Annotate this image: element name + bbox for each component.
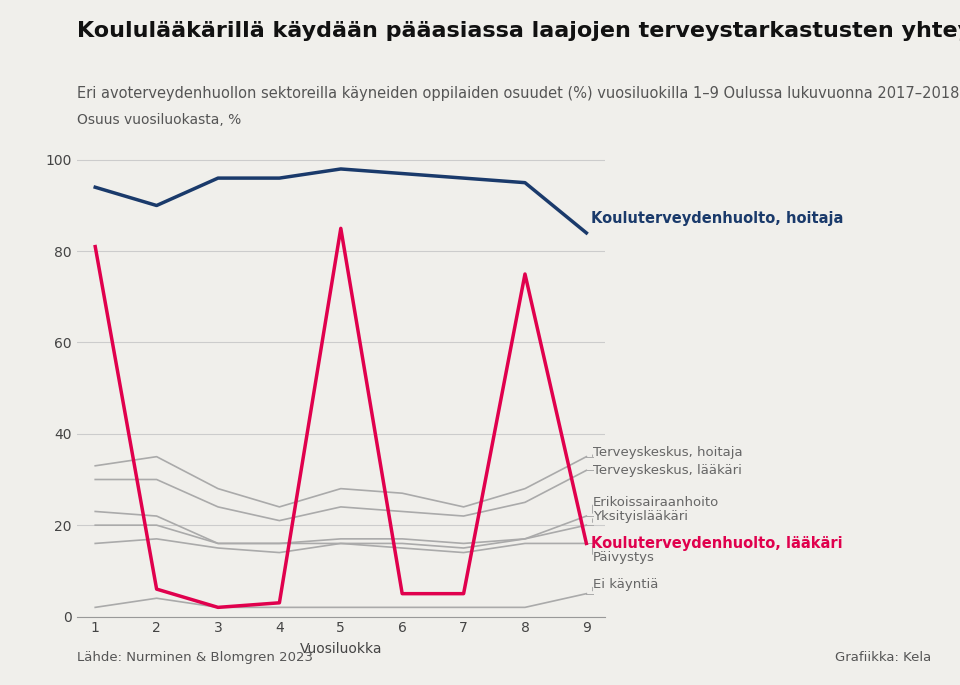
- X-axis label: Vuosiluokka: Vuosiluokka: [300, 643, 382, 656]
- Text: Grafiikka: Kela: Grafiikka: Kela: [835, 651, 931, 664]
- Text: Terveyskeskus, hoitaja: Terveyskeskus, hoitaja: [593, 446, 743, 458]
- Text: Lähde: Nurminen & Blomgren 2023: Lähde: Nurminen & Blomgren 2023: [77, 651, 313, 664]
- Text: Kouluterveydenhuolto, hoitaja: Kouluterveydenhuolto, hoitaja: [591, 211, 844, 226]
- Text: Kouluterveydenhuolto, lääkäri: Kouluterveydenhuolto, lääkäri: [591, 536, 843, 551]
- Text: Ei käyntiä: Ei käyntiä: [593, 578, 659, 591]
- Text: Yksityislääkäri: Yksityislääkäri: [593, 510, 688, 523]
- Text: Osuus vuosiluokasta, %: Osuus vuosiluokasta, %: [77, 114, 241, 127]
- Text: Koululääkärillä käydään pääasiassa laajojen terveystarkastusten yhteydessä: Koululääkärillä käydään pääasiassa laajo…: [77, 21, 960, 40]
- Text: Eri avoterveydenhuollon sektoreilla käyneiden oppilaiden osuudet (%) vuosiluokil: Eri avoterveydenhuollon sektoreilla käyn…: [77, 86, 959, 101]
- Text: Päivystys: Päivystys: [593, 551, 655, 564]
- Text: Erikoissairaanhoito: Erikoissairaanhoito: [593, 496, 719, 509]
- Text: Terveyskeskus, lääkäri: Terveyskeskus, lääkäri: [593, 464, 742, 477]
